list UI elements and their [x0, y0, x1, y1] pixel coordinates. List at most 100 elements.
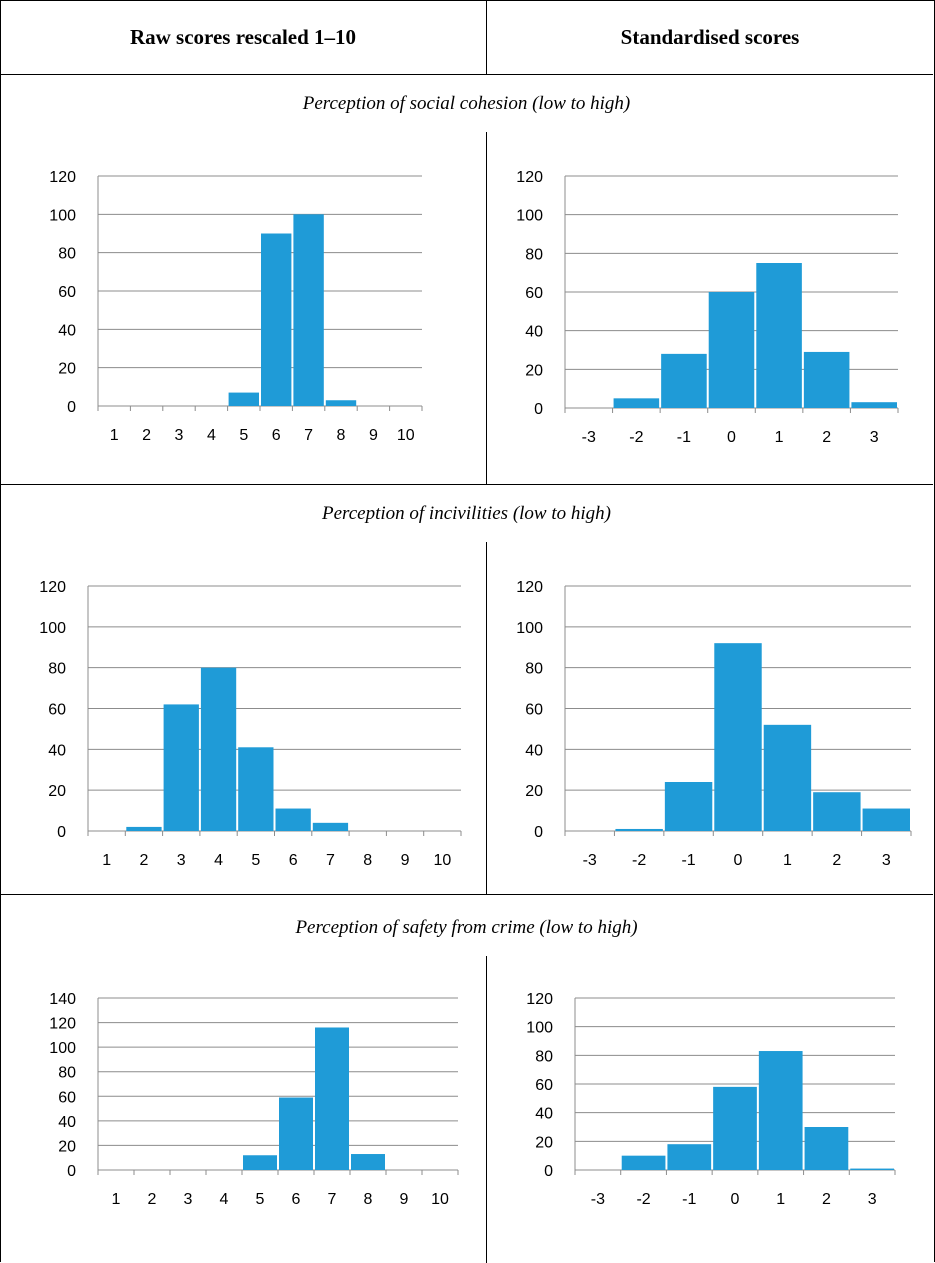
- x-tick-label: 8: [363, 852, 372, 869]
- x-tick-label: 3: [175, 427, 184, 444]
- y-tick-label: 120: [39, 579, 66, 596]
- y-tick-label: 60: [48, 702, 66, 719]
- bar: [714, 643, 762, 831]
- y-tick-label: 120: [49, 169, 76, 186]
- x-tick-label: 2: [832, 852, 841, 869]
- x-tick-label: 9: [401, 852, 410, 869]
- bar: [664, 782, 713, 831]
- caption-social-cohesion: Perception of social cohesion (low to hi…: [302, 93, 631, 114]
- y-tick-label: 80: [48, 661, 66, 678]
- bar: [293, 214, 324, 406]
- x-tick-label: 6: [289, 852, 298, 869]
- x-tick-label: -2: [629, 429, 643, 446]
- y-tick-label: 40: [525, 324, 543, 341]
- bar: [279, 1097, 313, 1170]
- y-tick-label: 0: [67, 399, 76, 416]
- x-tick-label: -1: [682, 1191, 696, 1208]
- bar: [325, 400, 357, 406]
- x-tick-label: 1: [775, 429, 784, 446]
- bar: [862, 808, 910, 831]
- x-tick-label: 7: [328, 1191, 337, 1208]
- y-tick-label: 100: [516, 208, 543, 225]
- header-standardised-scores: Standardised scores: [620, 24, 800, 49]
- x-tick-label: 1: [783, 852, 792, 869]
- y-tick-label: 60: [525, 702, 543, 719]
- y-tick-label: 20: [525, 783, 543, 800]
- bar: [613, 398, 660, 408]
- x-tick-label: 4: [207, 427, 216, 444]
- y-tick-label: 0: [67, 1163, 76, 1180]
- x-tick-label: 6: [272, 427, 281, 444]
- x-tick-label: 0: [734, 852, 743, 869]
- y-tick-label: 120: [516, 579, 543, 596]
- x-tick-label: -2: [632, 852, 646, 869]
- x-tick-label: 10: [431, 1191, 449, 1208]
- bar: [803, 351, 850, 408]
- y-tick-label: 100: [49, 207, 76, 224]
- y-tick-label: 80: [58, 246, 76, 263]
- x-tick-label: 2: [822, 429, 831, 446]
- bar: [763, 724, 812, 831]
- x-tick-label: 3: [177, 852, 186, 869]
- bar: [238, 747, 274, 831]
- bar: [312, 822, 349, 831]
- column-divider: [486, 956, 487, 1263]
- y-tick-label: 20: [58, 1138, 76, 1155]
- x-tick-label: 2: [139, 852, 148, 869]
- x-tick-label: 10: [433, 852, 451, 869]
- x-tick-label: -1: [677, 429, 691, 446]
- x-tick-label: 7: [326, 852, 335, 869]
- y-tick-label: 20: [525, 362, 543, 379]
- y-tick-label: 60: [525, 285, 543, 302]
- x-tick-label: -1: [681, 852, 695, 869]
- section-divider: [0, 484, 933, 485]
- y-tick-label: 40: [525, 742, 543, 759]
- section-divider: [0, 894, 933, 895]
- x-tick-label: 0: [727, 429, 736, 446]
- caption-safety: Perception of safety from crime (low to …: [295, 917, 638, 938]
- column-divider: [486, 542, 487, 894]
- y-tick-label: 100: [526, 1020, 553, 1037]
- x-tick-label: 8: [364, 1191, 373, 1208]
- x-tick-label: 3: [882, 852, 891, 869]
- header-raw-scores: Raw scores rescaled 1–10: [0, 0, 487, 74]
- y-tick-label: 0: [544, 1163, 553, 1180]
- bar: [804, 1127, 849, 1170]
- y-tick-label: 20: [48, 783, 66, 800]
- x-tick-label: 7: [304, 427, 313, 444]
- y-tick-label: 40: [535, 1106, 553, 1123]
- bar: [851, 402, 897, 408]
- y-tick-label: 80: [535, 1048, 553, 1065]
- bar: [275, 808, 311, 831]
- y-tick-label: 60: [58, 1089, 76, 1106]
- bar: [126, 826, 162, 831]
- y-tick-label: 40: [48, 742, 66, 759]
- y-tick-label: 0: [534, 824, 543, 841]
- y-tick-label: 80: [525, 661, 543, 678]
- x-tick-label: 3: [870, 429, 879, 446]
- bar: [351, 1154, 385, 1170]
- bar: [615, 828, 663, 831]
- x-tick-label: 2: [822, 1191, 831, 1208]
- x-tick-label: 1: [776, 1191, 785, 1208]
- x-tick-label: -3: [582, 429, 596, 446]
- x-tick-label: 9: [400, 1191, 409, 1208]
- x-tick-label: 6: [292, 1191, 301, 1208]
- x-tick-label: 1: [110, 427, 119, 444]
- x-tick-label: 5: [239, 427, 248, 444]
- bar: [315, 1027, 349, 1170]
- bar: [850, 1168, 894, 1170]
- bar: [621, 1155, 666, 1170]
- x-tick-label: 3: [868, 1191, 877, 1208]
- x-tick-label: 0: [731, 1191, 740, 1208]
- y-tick-label: 0: [57, 824, 66, 841]
- header-row: Raw scores rescaled 1–10 Standardised sc…: [0, 0, 933, 75]
- y-tick-label: 80: [525, 246, 543, 263]
- x-tick-label: -2: [636, 1191, 650, 1208]
- bar: [756, 263, 802, 408]
- bar: [261, 233, 292, 406]
